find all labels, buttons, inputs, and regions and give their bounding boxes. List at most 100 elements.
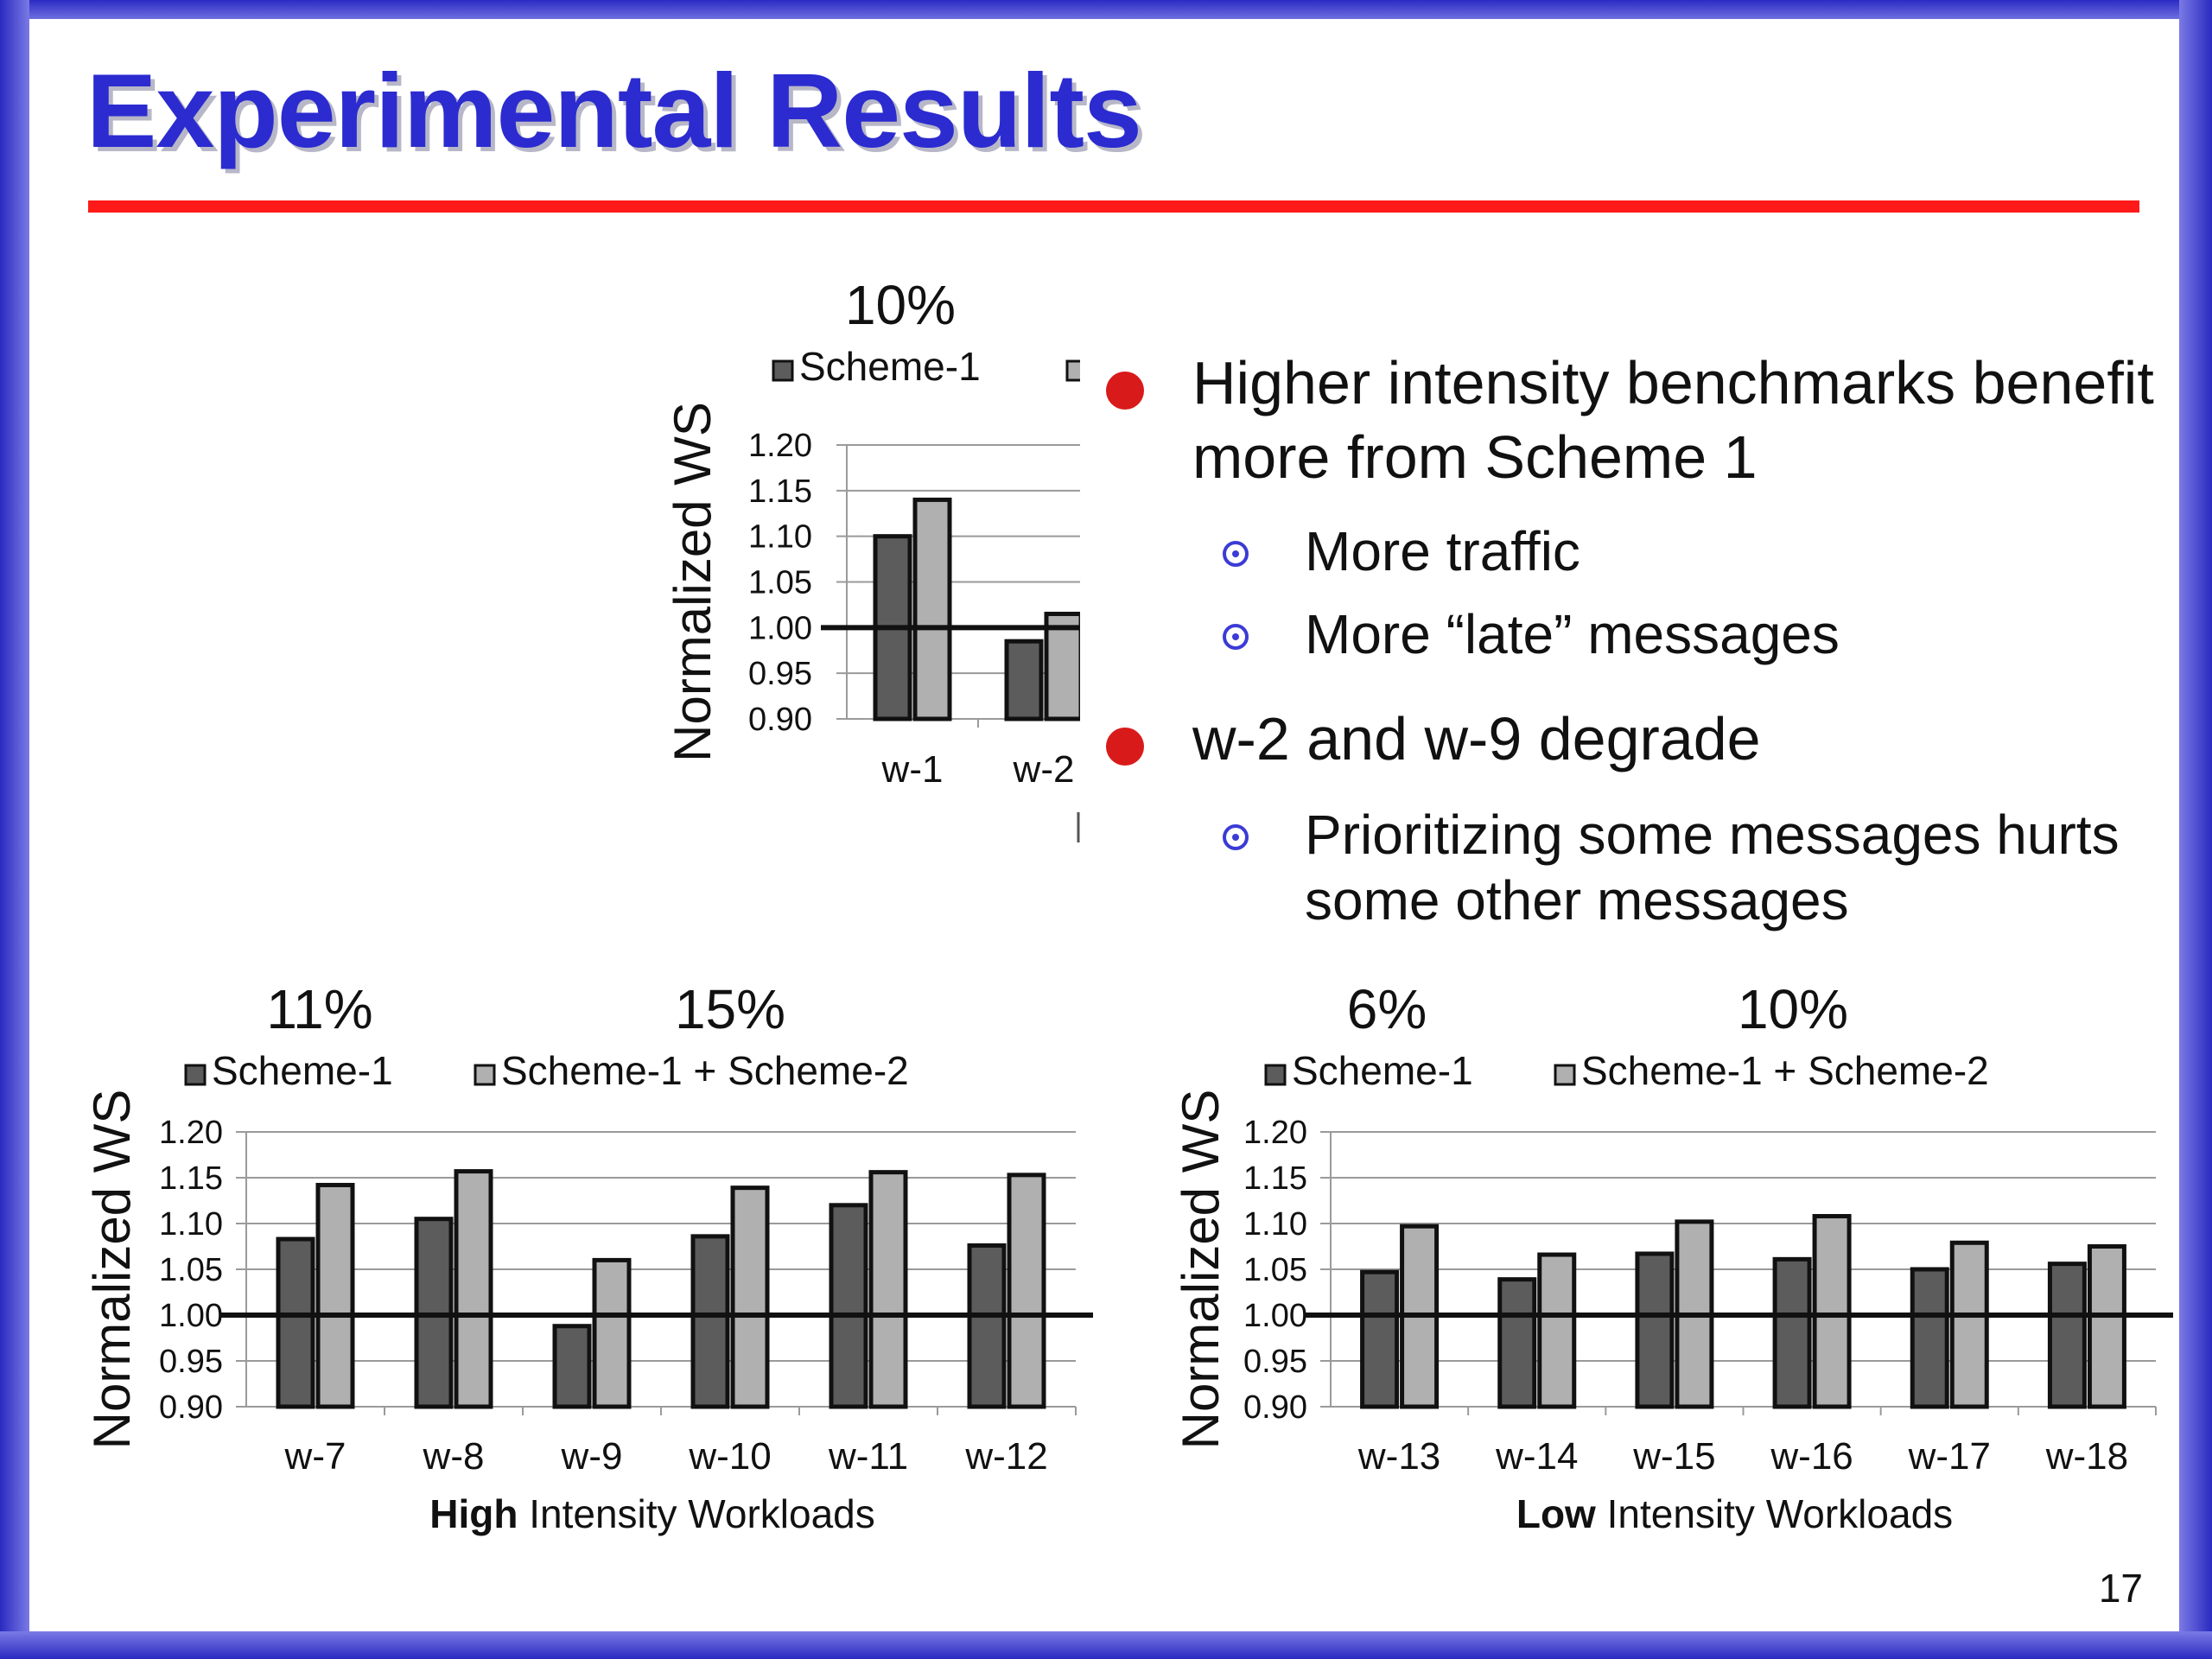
chart-high-y-title: Normalized WS — [83, 1090, 141, 1450]
chart-high-tick-label: 1.10 — [159, 1206, 223, 1243]
chart-high-intensity: 11% 15% Scheme-1 Scheme-1 + Scheme-2 1.20 1.1… — [60, 976, 1097, 1564]
chart-low-legend-label: Scheme-1 + Scheme-2 — [1581, 1048, 1989, 1093]
chart-high-bar-scheme-1 — [276, 1236, 315, 1409]
chart-top-bar-scheme-1 — [1004, 639, 1044, 721]
chart-low-tick-label: 0.90 — [1243, 1389, 1307, 1426]
chart-low-category-label: w-14 — [1495, 1435, 1578, 1478]
chart-top-bar-scheme-12 — [912, 497, 952, 721]
chart-top-legend-swatch — [772, 359, 794, 382]
chart-top-category-label: w-1 — [881, 748, 944, 791]
chart-high-bar-scheme-12 — [454, 1169, 493, 1409]
bullet-1-text: Higher intensity benchmarks benefit more… — [1192, 349, 2154, 491]
chart-high-category-label: w-12 — [964, 1435, 1047, 1478]
sub-bullet-icon — [1223, 624, 1249, 650]
chart-low-bar-scheme-1 — [1910, 1267, 1949, 1409]
chart-low-tick-label: 1.00 — [1243, 1298, 1307, 1334]
chart-low-category-label: w-17 — [1908, 1435, 1991, 1478]
bullet-2-sub-1: Prioritizing some messages hurts some ot… — [1223, 802, 2173, 940]
chart-high-legend-swatch — [184, 1064, 207, 1086]
bullet-1: Higher intensity benchmarks benefit more… — [1097, 346, 2177, 510]
sub-bullet-icon — [1223, 541, 1249, 567]
chart-low-legend-swatch — [1264, 1064, 1287, 1086]
bullet-1-sub-1-text: More traffic — [1305, 520, 1580, 582]
chart-high-x-title: High Intensity Workloads — [429, 1491, 875, 1536]
chart-high-bar-scheme-12 — [730, 1185, 770, 1409]
chart-low-tick-label: 0.95 — [1243, 1344, 1307, 1380]
chart-high-tick-label: 0.95 — [159, 1344, 223, 1380]
bullet-1-sub-1: More traffic — [1223, 518, 2173, 588]
bullet-dot-icon — [1106, 372, 1144, 410]
chart-high-legend-label: Scheme-1 + Scheme-2 — [501, 1048, 909, 1093]
chart-top-tick-label: 1.15 — [748, 474, 812, 510]
chart-top-y-title: Normalized WS — [664, 402, 721, 762]
chart-low-x-title: Low Intensity Workloads — [1516, 1491, 1953, 1536]
chart-low-tick-label: 1.15 — [1243, 1160, 1307, 1197]
bullet-2-sub-1-text: Prioritizing some messages hurts some ot… — [1305, 804, 2120, 931]
bullet-1-sub-2: More “late” messages — [1223, 601, 2173, 671]
chart-high-tick-label: 1.05 — [159, 1252, 223, 1288]
chart-low-tick-label: 1.20 — [1243, 1115, 1307, 1151]
chart-low-bar-scheme-1 — [1635, 1251, 1675, 1409]
chart-high-category-label: w-7 — [284, 1435, 346, 1478]
chart-low-legend-label: Scheme-1 — [1292, 1048, 1473, 1093]
chart-low-y-title: Normalized WS — [1172, 1090, 1230, 1450]
chart-low-category-label: w-15 — [1632, 1435, 1715, 1478]
chart-high-x-title-bold: High — [429, 1491, 518, 1536]
chart-low-category-label: w-18 — [2045, 1435, 2128, 1478]
chart-low-bar-scheme-12 — [2087, 1244, 2126, 1409]
chart-low-annotation: 10% — [1738, 978, 1848, 1040]
chart-top-tick-label: 1.05 — [748, 565, 812, 601]
bullet-2-text: w-2 and w-9 degrade — [1192, 705, 1761, 772]
chart-high-legend-swatch — [474, 1064, 496, 1086]
chart-high-legend-label: Scheme-1 — [212, 1048, 393, 1093]
slide-frame-right — [2179, 0, 2212, 1659]
bullet-1-sub-2-text: More “late” messages — [1305, 603, 1840, 665]
chart-top-category-label: w-2 — [1013, 748, 1075, 791]
chart-top-annotation: 10% — [845, 274, 956, 336]
slide-frame-left — [0, 0, 29, 1659]
slide-frame-top — [0, 0, 2212, 19]
chart-high-annotation: 15% — [675, 978, 785, 1040]
chart-low-category-label: w-13 — [1357, 1435, 1440, 1478]
chart-high-bar-scheme-1 — [552, 1324, 592, 1409]
chart-low-tick-label: 1.10 — [1243, 1206, 1307, 1243]
chart-high-tick-label: 1.20 — [159, 1115, 223, 1151]
chart-high-category-label: w-11 — [828, 1435, 908, 1478]
chart-low-x-title-rest: Intensity Workloads — [1596, 1491, 1953, 1536]
chart-high-category-label: w-8 — [423, 1435, 485, 1478]
chart-low-annotation: 6% — [1347, 978, 1427, 1040]
chart-top-tick-label: 1.00 — [748, 610, 812, 646]
chart-low-legend-swatch — [1554, 1064, 1576, 1086]
chart-top-tick-label: 0.95 — [748, 656, 812, 692]
chart-low-svg: 6% 10% Scheme-1 Scheme-1 + Scheme-2 1.20 1.15… — [1172, 978, 2173, 1536]
chart-high-category-label: w-10 — [688, 1435, 771, 1478]
chart-high-bar-scheme-12 — [868, 1170, 908, 1409]
bullet-2: w-2 and w-9 degrade — [1097, 702, 2177, 788]
chart-high-bar-scheme-1 — [967, 1243, 1007, 1409]
chart-top-tick-label: 0.90 — [748, 702, 812, 738]
chart-low-bar-scheme-1 — [1772, 1256, 1812, 1409]
chart-low-category-label: w-16 — [1770, 1435, 1853, 1478]
chart-top-tick-label: 1.20 — [748, 428, 812, 464]
chart-low-bar-scheme-12 — [1537, 1252, 1577, 1409]
chart-high-bar-scheme-1 — [829, 1203, 868, 1409]
chart-high-bar-scheme-1 — [690, 1234, 730, 1409]
page-number: 17 — [2098, 1566, 2143, 1611]
chart-top-legend-swatch — [1065, 359, 1080, 382]
chart-high-tick-label: 1.00 — [159, 1298, 223, 1334]
slide-frame-bottom — [0, 1631, 2212, 1659]
chart-top-legend-label: Scheme-1 — [799, 344, 981, 389]
chart-high-svg: 11% 15% Scheme-1 Scheme-1 + Scheme-2 1.20 1.1… — [83, 978, 1093, 1536]
chart-high-bar-scheme-12 — [1007, 1173, 1046, 1409]
chart-high-bar-scheme-12 — [315, 1182, 355, 1409]
chart-high-bar-scheme-12 — [592, 1257, 632, 1409]
chart-top: 10% Scheme-1 1.20 1.15 1.10 1.05 1.00 0.95 0.90 N… — [639, 259, 1080, 855]
chart-low-bar-scheme-1 — [2047, 1262, 2087, 1409]
chart-high-annotation: 11% — [266, 978, 372, 1040]
chart-low-bar-scheme-12 — [1949, 1240, 1989, 1409]
bullet-dot-icon — [1106, 728, 1144, 766]
title-rule — [88, 200, 2139, 213]
chart-high-x-title-rest: Intensity Workloads — [518, 1491, 874, 1536]
chart-top-svg: 10% Scheme-1 1.20 1.15 1.10 1.05 1.00 0.95 0.90 N… — [664, 274, 1080, 842]
chart-low-bar-scheme-12 — [1812, 1214, 1852, 1409]
